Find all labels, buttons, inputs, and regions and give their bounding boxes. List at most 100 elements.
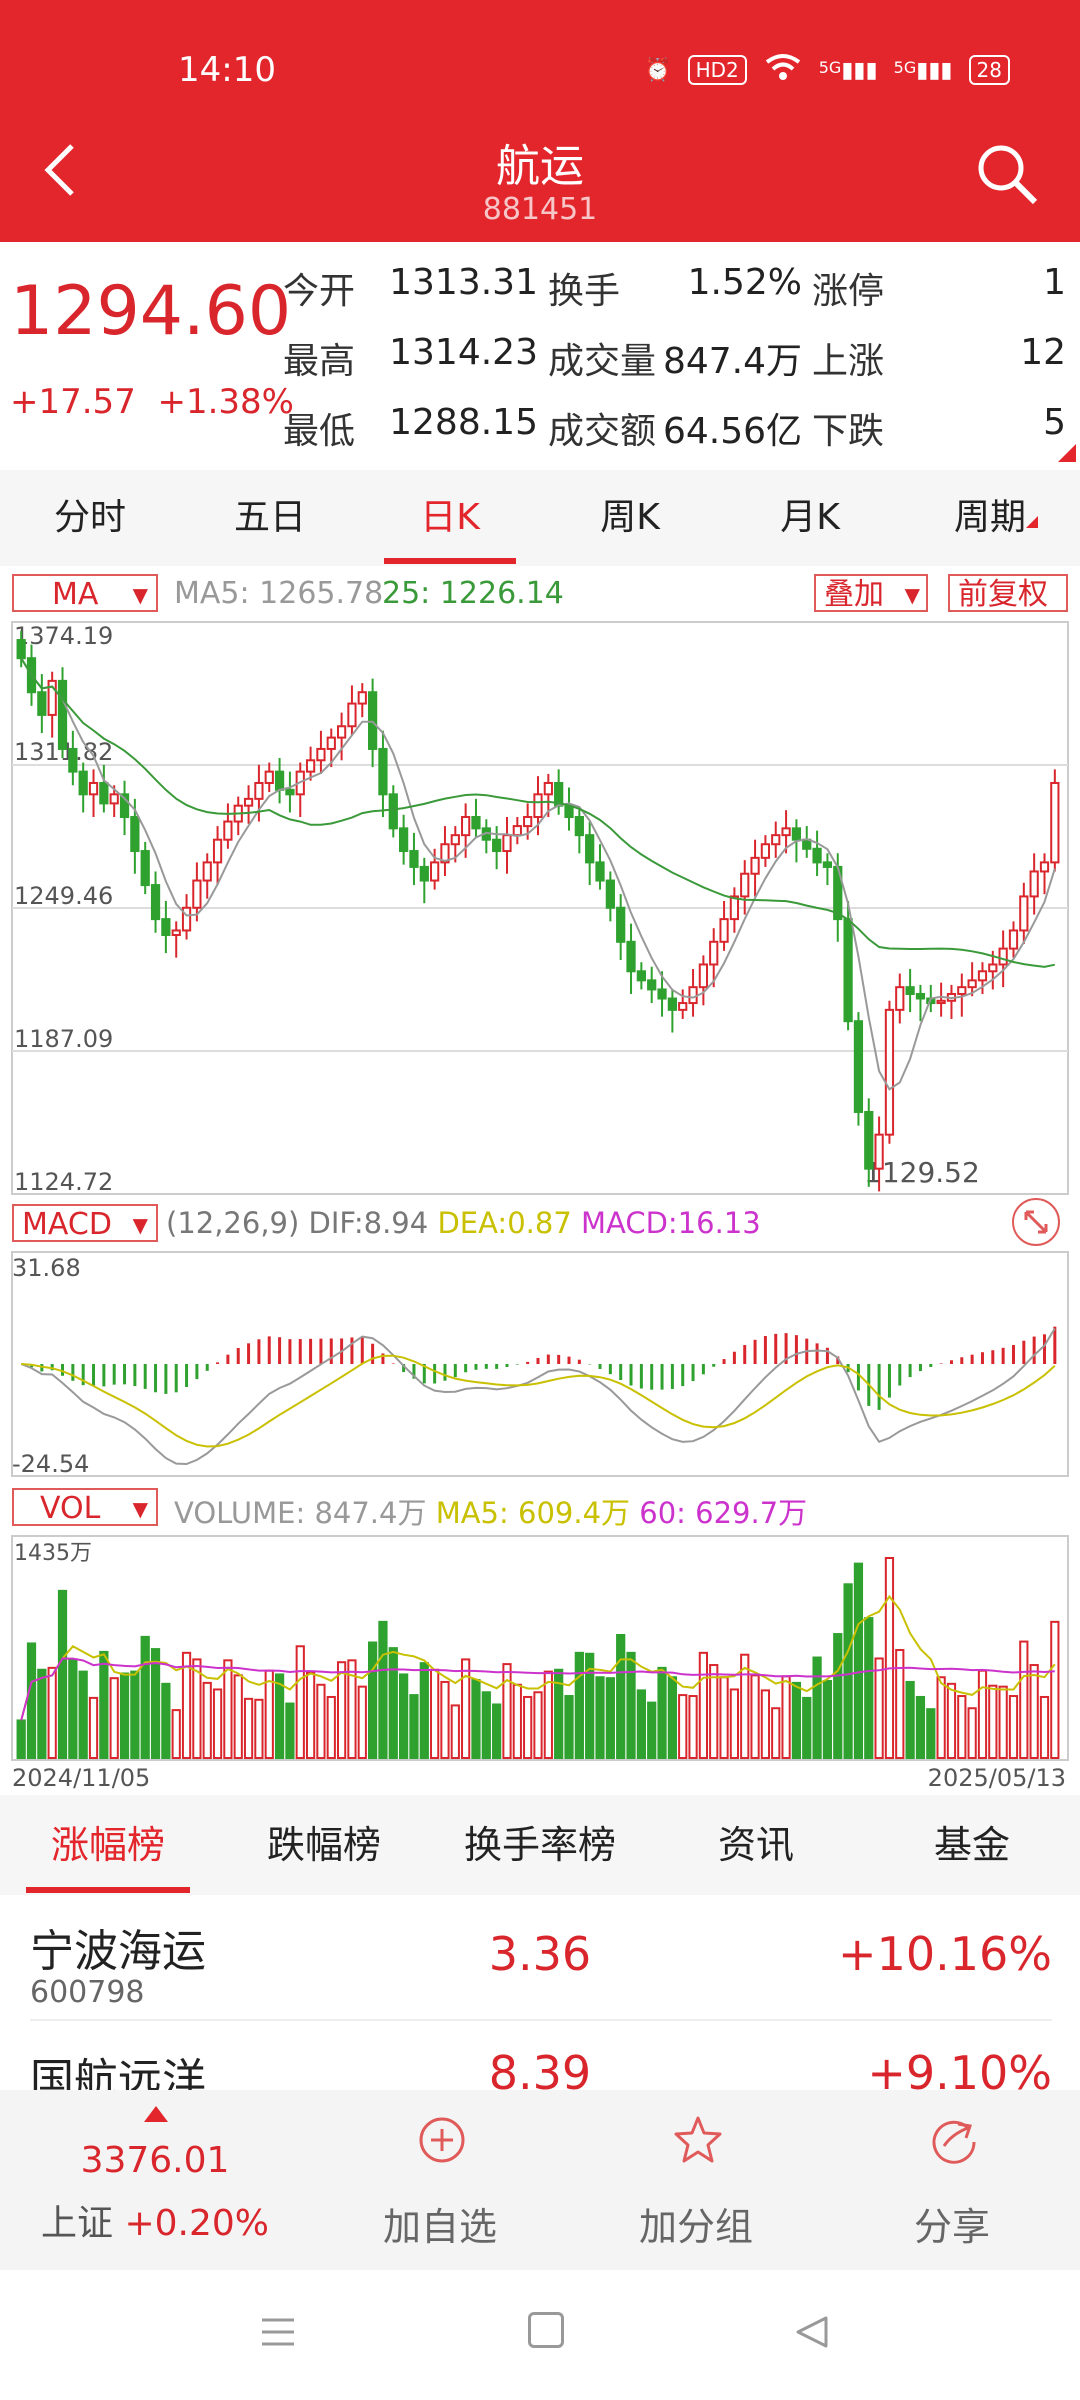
ma5-label: MA5:	[174, 576, 250, 611]
vol-selector-label: VOL	[40, 1491, 101, 1526]
vol-ma5-label: MA5:	[435, 1496, 509, 1530]
macd-chart[interactable]: 31.68 -24.54	[0, 1250, 1080, 1480]
candle-body	[388, 793, 398, 830]
volume-bar	[636, 1689, 646, 1759]
battery-icon: 28	[968, 55, 1010, 85]
volume-bar	[202, 1681, 212, 1759]
share-icon	[928, 2114, 980, 2170]
add-watch-button[interactable]: 加自选	[340, 2090, 540, 2270]
change-pct: +1.38%	[157, 382, 294, 422]
volume-bar	[357, 1685, 367, 1760]
volume-bar	[37, 1668, 47, 1759]
tab-gainers[interactable]: 涨幅榜	[50, 1823, 165, 1867]
volume-bar	[853, 1562, 864, 1759]
tab-funds[interactable]: 基金	[933, 1823, 1010, 1867]
tab-news[interactable]: 资讯	[717, 1823, 794, 1867]
volume-bar	[533, 1691, 543, 1759]
candle-body	[57, 679, 68, 750]
add-group-label: 加分组	[638, 2205, 753, 2249]
tab-losers[interactable]: 跌幅榜	[266, 1823, 381, 1867]
overlay-label: 叠加	[824, 577, 884, 612]
volume-bar	[212, 1688, 223, 1759]
candle-body	[316, 747, 326, 762]
volume-bar	[740, 1653, 750, 1759]
start-date-label: 2024/11/05	[12, 1764, 150, 1792]
quote-label: 最低	[283, 411, 356, 452]
volume-bar	[367, 1641, 378, 1759]
vol-ma60-label: 60:	[639, 1496, 686, 1530]
ma25-value: 1226.14	[439, 576, 564, 611]
volume-bar	[140, 1635, 150, 1759]
list-item[interactable]: 国航远洋 8.39 +9.10%	[0, 2022, 1080, 2090]
candle-body	[274, 770, 285, 791]
tab-five-day[interactable]: 五日	[233, 497, 306, 538]
share-button[interactable]: 分享	[852, 2090, 1052, 2270]
candle-body	[843, 918, 853, 1023]
candle-body	[543, 781, 553, 796]
ma-selector[interactable]: MA ▼	[12, 574, 158, 612]
tab-turnover[interactable]: 换手率榜	[463, 1823, 616, 1867]
volume-bar	[905, 1680, 915, 1759]
volume-chart[interactable]: 1435万 2024/11/05 2025/05/13	[0, 1534, 1080, 1794]
candle-body	[957, 986, 967, 995]
y-tick-label: 1374.19	[14, 622, 113, 650]
vol-selector[interactable]: VOL ▼	[12, 1488, 158, 1526]
volume-bar	[471, 1679, 481, 1760]
add-group-button[interactable]: 加分组	[596, 2090, 796, 2270]
volume-bar	[977, 1669, 988, 1759]
candle-body	[450, 834, 460, 846]
overlay-button[interactable]: 叠加 ▼	[814, 574, 928, 612]
wifi-icon	[763, 52, 803, 88]
ma5-value: 1265.78	[259, 576, 384, 611]
volume-bar	[967, 1707, 977, 1759]
tab-weekly-k[interactable]: 周K	[600, 497, 660, 538]
volume-bar	[833, 1633, 843, 1759]
candle-body	[812, 847, 822, 864]
candle-body	[99, 781, 109, 805]
candle-body	[988, 963, 998, 973]
volume-bar	[605, 1677, 615, 1759]
home-icon[interactable]	[528, 2312, 564, 2348]
quote-label: 最高	[283, 341, 356, 382]
volume-bar	[564, 1695, 574, 1759]
tab-period[interactable]: 周期	[953, 497, 1026, 538]
period-tabs: 分时 五日 日K 周K 月K 周期	[0, 470, 1080, 566]
expand-icon[interactable]	[1012, 1198, 1060, 1246]
tab-daily-k[interactable]: 日K	[420, 497, 480, 538]
macd-selector[interactable]: MACD ▼	[12, 1204, 158, 1242]
tab-intraday[interactable]: 分时	[53, 497, 126, 538]
volume-bar	[781, 1675, 791, 1759]
menu-icon[interactable]	[258, 2312, 298, 2356]
kline-chart[interactable]: 1374.19 1311.82 1249.46 1187.09 1124.72 …	[0, 620, 1080, 1200]
list-item[interactable]: 宁波海运 600798 3.36 +10.16%	[0, 1895, 1080, 2021]
candle-body	[884, 1008, 895, 1136]
ma5-line	[20, 657, 1056, 1091]
candle-body	[781, 827, 791, 837]
candle-body	[936, 999, 946, 1005]
tab-monthly-k[interactable]: 月K	[780, 497, 840, 538]
volume-bar	[57, 1589, 68, 1760]
page-title: 航运	[496, 141, 584, 192]
add-watch-label: 加自选	[382, 2205, 497, 2249]
quote-value: 847.4万	[662, 341, 802, 382]
candle-body	[636, 970, 646, 982]
candle-body	[740, 872, 750, 898]
alarm-icon: ⏰	[644, 57, 672, 83]
search-icon[interactable]	[975, 142, 1039, 206]
candle-body	[419, 865, 429, 882]
candle-body	[585, 834, 595, 864]
candle-body	[512, 825, 522, 837]
volume-bar	[1039, 1695, 1050, 1759]
adjust-button[interactable]: 前复权	[948, 574, 1068, 612]
volume-bar	[502, 1663, 512, 1759]
back-nav-icon[interactable]	[792, 2312, 832, 2356]
index-ticker[interactable]: 3376.01 上证 +0.20%	[0, 2090, 300, 2270]
volume-bar	[926, 1708, 936, 1759]
candle-body	[977, 970, 988, 982]
volume-bar	[88, 1696, 99, 1759]
back-button[interactable]	[40, 140, 80, 200]
volume-bar	[264, 1669, 274, 1759]
candle-body	[1050, 781, 1060, 864]
period-dropdown-icon	[1026, 516, 1038, 528]
candle-body	[1029, 870, 1039, 898]
